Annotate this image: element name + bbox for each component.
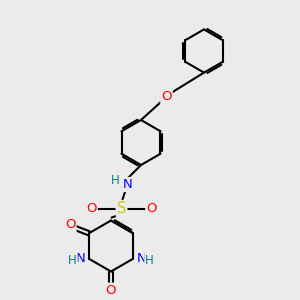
Text: H: H xyxy=(110,174,119,188)
Text: O: O xyxy=(146,202,157,215)
Text: O: O xyxy=(86,202,97,215)
Text: H: H xyxy=(145,254,154,267)
Text: O: O xyxy=(106,284,116,297)
Text: N: N xyxy=(136,252,146,265)
Text: O: O xyxy=(65,218,76,231)
Text: O: O xyxy=(161,90,172,103)
Text: N: N xyxy=(76,252,85,265)
Text: H: H xyxy=(68,254,77,267)
Text: S: S xyxy=(117,201,126,216)
Text: N: N xyxy=(123,178,133,191)
